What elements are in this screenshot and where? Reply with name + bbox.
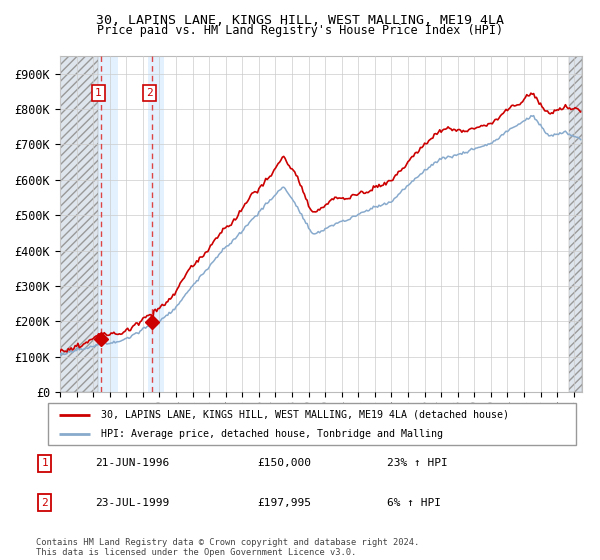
Text: 6% ↑ HPI: 6% ↑ HPI <box>387 498 441 507</box>
Text: HPI: Average price, detached house, Tonbridge and Malling: HPI: Average price, detached house, Tonb… <box>101 429 443 439</box>
Bar <box>569 56 582 392</box>
Bar <box>60 56 98 392</box>
Text: Contains HM Land Registry data © Crown copyright and database right 2024.
This d: Contains HM Land Registry data © Crown c… <box>36 538 419 557</box>
Text: 21-JUN-1996: 21-JUN-1996 <box>95 459 170 468</box>
Bar <box>98 56 118 392</box>
FancyBboxPatch shape <box>48 403 576 445</box>
Text: £197,995: £197,995 <box>257 498 311 507</box>
Text: 1: 1 <box>95 88 102 98</box>
Text: 30, LAPINS LANE, KINGS HILL, WEST MALLING, ME19 4LA: 30, LAPINS LANE, KINGS HILL, WEST MALLIN… <box>96 14 504 27</box>
Text: 23% ↑ HPI: 23% ↑ HPI <box>387 459 448 468</box>
Text: 23-JUL-1999: 23-JUL-1999 <box>95 498 170 507</box>
Text: Price paid vs. HM Land Registry's House Price Index (HPI): Price paid vs. HM Land Registry's House … <box>97 24 503 37</box>
Bar <box>60 56 98 392</box>
Bar <box>569 56 582 392</box>
Bar <box>148 56 164 392</box>
Text: 30, LAPINS LANE, KINGS HILL, WEST MALLING, ME19 4LA (detached house): 30, LAPINS LANE, KINGS HILL, WEST MALLIN… <box>101 409 509 419</box>
Text: 1: 1 <box>41 459 48 468</box>
Text: 2: 2 <box>41 498 48 507</box>
Text: 2: 2 <box>146 88 153 98</box>
Text: £150,000: £150,000 <box>257 459 311 468</box>
